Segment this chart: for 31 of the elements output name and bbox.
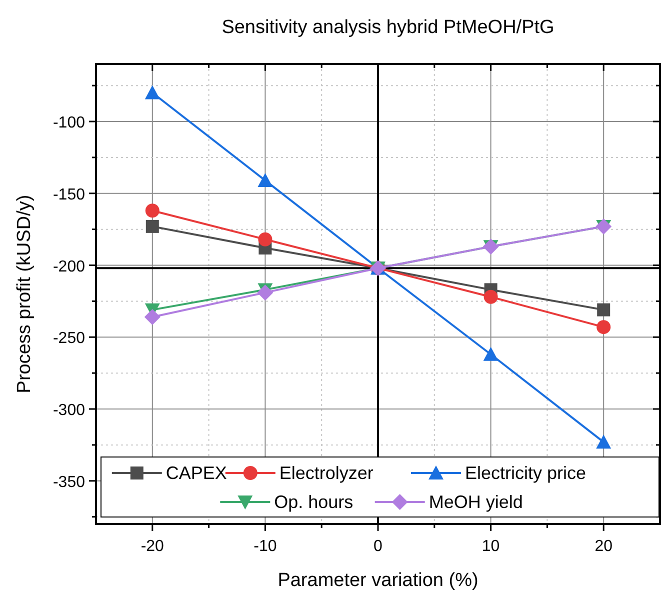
point — [258, 172, 273, 187]
x-tick-label: -20 — [140, 538, 164, 555]
legend-label: MeOH yield — [428, 492, 523, 512]
legend-label: Electrolyzer — [279, 463, 374, 483]
y-tick-label: -200 — [52, 258, 86, 276]
point — [596, 320, 611, 334]
point — [257, 284, 274, 301]
x-tick-label: 10 — [482, 538, 500, 555]
point — [483, 346, 498, 361]
y-tick-label: -250 — [52, 330, 86, 348]
chart-title: Sensitivity analysis hybrid PtMeOH/PtG — [222, 17, 554, 38]
point — [596, 434, 612, 449]
point — [597, 303, 610, 316]
point — [258, 232, 272, 246]
y-tick-label: -100 — [52, 114, 86, 132]
point — [145, 204, 160, 218]
point — [484, 290, 498, 304]
point — [146, 220, 159, 233]
x-tick-label: -10 — [254, 538, 277, 555]
legend-label: Op. hours — [274, 492, 354, 512]
y-axis-title: Process profit (kUSD/y) — [14, 194, 35, 394]
point — [144, 85, 160, 100]
x-axis-title: Parameter variation (%) — [278, 570, 478, 591]
x-tick-label: 0 — [374, 538, 383, 555]
point — [144, 309, 160, 325]
y-tick-label: -350 — [52, 474, 86, 491]
legend-label: Electricity price — [465, 463, 586, 483]
legend-label: CAPEX — [166, 463, 227, 483]
y-tick-label: -300 — [52, 402, 86, 419]
x-tick-label: 20 — [594, 538, 613, 555]
y-tick-label: -150 — [52, 186, 86, 204]
